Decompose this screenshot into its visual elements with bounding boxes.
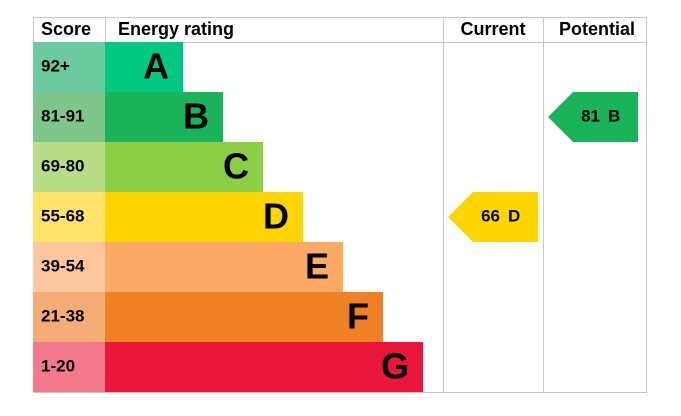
- header-current: Current: [460, 19, 525, 39]
- score-cell: [33, 42, 105, 92]
- rating-letter: E: [305, 246, 329, 287]
- current-score: 66: [481, 206, 500, 225]
- score-label: 69-80: [41, 156, 84, 175]
- score-label: 55-68: [41, 206, 84, 225]
- rating-bar: [105, 342, 423, 392]
- score-label: 81-91: [41, 106, 84, 125]
- score-cell: [33, 92, 105, 142]
- rating-letter: B: [183, 96, 209, 137]
- score-cell: [33, 292, 105, 342]
- score-label: 39-54: [41, 256, 85, 275]
- rating-bar: [105, 92, 223, 142]
- score-cell: [33, 342, 105, 392]
- header-rating: Energy rating: [118, 19, 234, 39]
- rating-letter: C: [223, 146, 249, 187]
- score-label: 1-20: [41, 356, 75, 375]
- rating-bar: [105, 192, 303, 242]
- current-letter: D: [508, 206, 520, 225]
- rating-bar: [105, 292, 383, 342]
- potential-letter: B: [608, 106, 620, 125]
- score-cell: [33, 142, 105, 192]
- header-score: Score: [41, 19, 91, 39]
- rating-bar: [105, 142, 263, 192]
- rating-letter: A: [143, 46, 169, 87]
- rating-letter: G: [381, 346, 409, 387]
- potential-score: 81: [581, 106, 600, 125]
- current-arrow: [448, 192, 538, 242]
- header-potential: Potential: [559, 19, 635, 39]
- rating-bar: [105, 242, 343, 292]
- score-cell: [33, 192, 105, 242]
- score-label: 92+: [41, 56, 70, 75]
- rating-bar: [105, 42, 183, 92]
- score-label: 21-38: [41, 306, 84, 325]
- rating-letter: F: [347, 296, 369, 337]
- rating-letter: D: [263, 196, 289, 237]
- score-cell: [33, 242, 105, 292]
- potential-arrow: [548, 92, 638, 142]
